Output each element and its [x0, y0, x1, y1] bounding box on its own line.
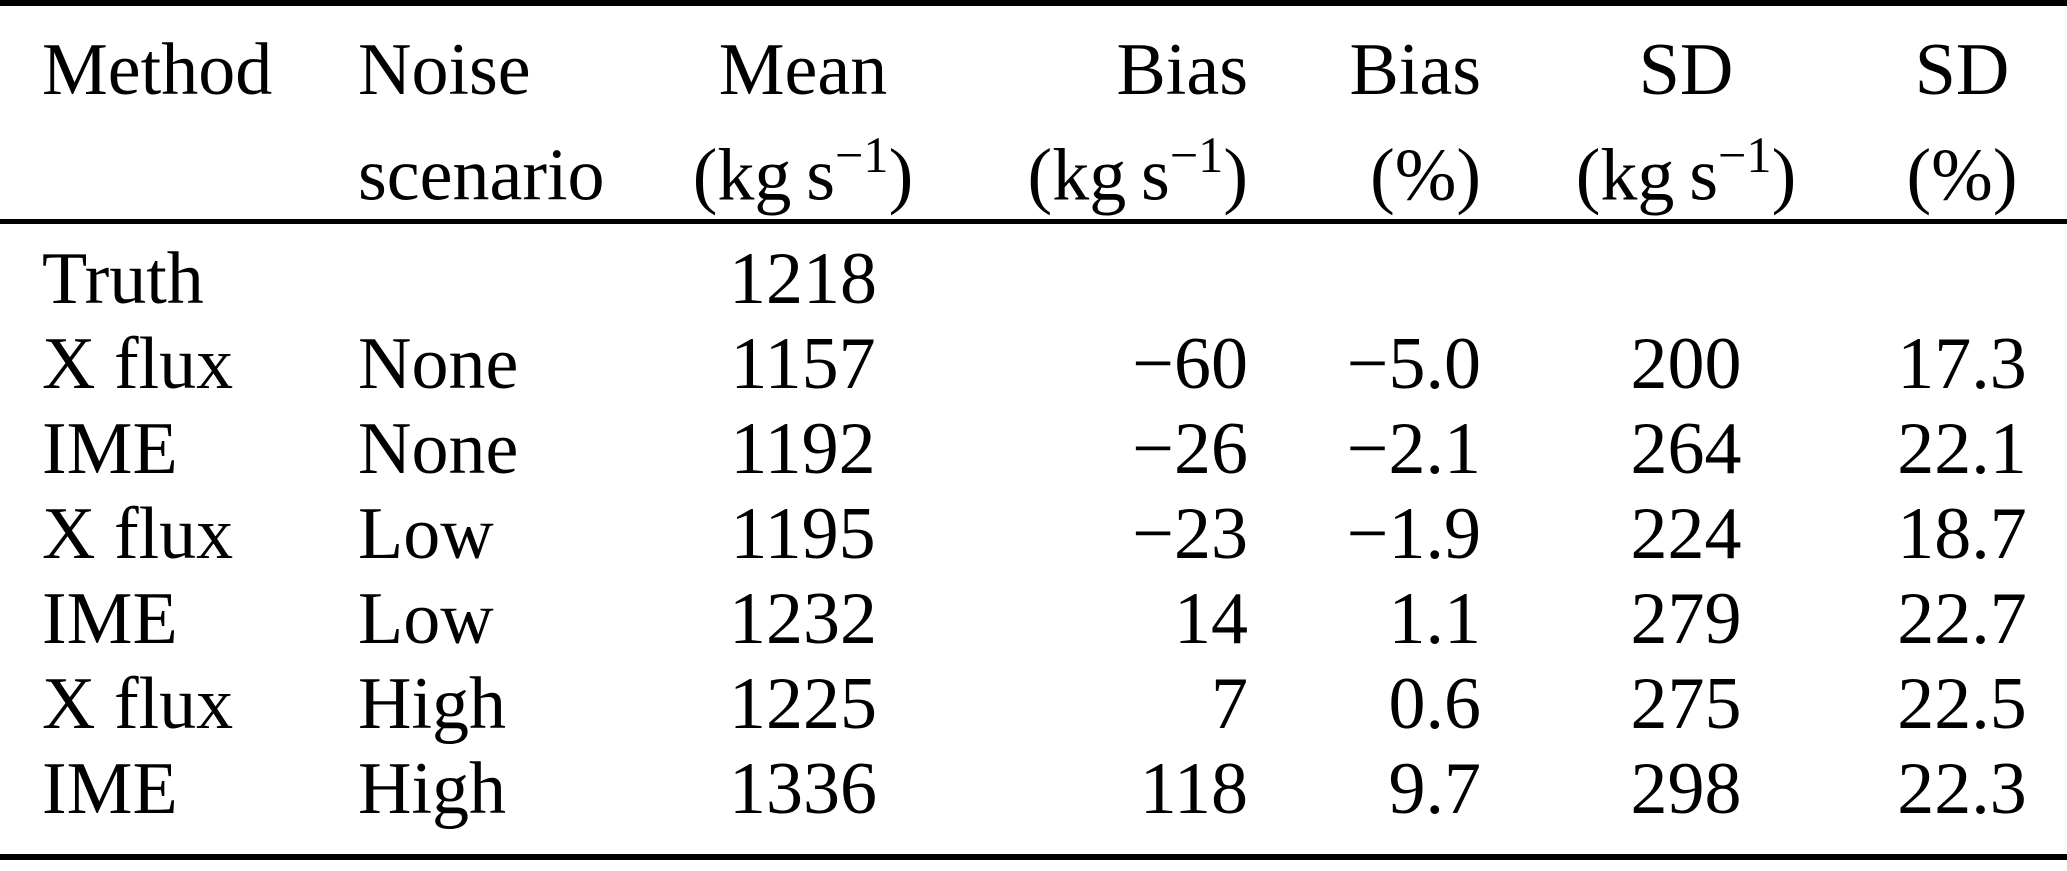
cell-bias-abs: 7 [1211, 662, 1248, 745]
unit-text: (kg s [1027, 134, 1170, 217]
column-header-bias-abs: Bias (kg s−1) [916, 3, 1248, 221]
cell-mean: 1225 [729, 662, 877, 745]
cell-method: X flux [42, 492, 234, 575]
unit-text: ) [888, 134, 914, 217]
unit-superscript: −1 [1718, 127, 1772, 183]
cell-sd-pct: 22.1 [1897, 407, 2027, 490]
header-unit: (kg s−1) [690, 113, 916, 219]
table-row-ime-none: IME None 1192 −26 −2.1 264 22.1 [0, 407, 2067, 492]
table-row-ime-low: IME Low 1232 14 1.1 279 22.7 [0, 577, 2067, 662]
cell-bias-abs: 14 [1174, 577, 1248, 660]
table-row-xflux-low: X flux Low 1195 −23 −1.9 224 18.7 [0, 492, 2067, 577]
cell-noise: None [358, 407, 519, 490]
unit-text: (%) [1370, 134, 1481, 217]
unit-superscript: −1 [835, 127, 889, 183]
table-row-xflux-none: X flux None 1157 −60 −5.0 200 17.3 [0, 322, 2067, 407]
table-body: Truth 1218 X flux None 1157 −60 −5.0 200… [0, 221, 2067, 857]
header-label: Noise [358, 29, 531, 111]
cell-sd-abs: 264 [1630, 407, 1742, 490]
cell-bias-pct: 9.7 [1388, 747, 1482, 830]
column-header-sd-pct: SD (%) [1891, 3, 2067, 221]
header-unit: scenario [358, 113, 690, 219]
cell-bias-abs: −60 [1132, 322, 1248, 405]
cell-bias-pct: 1.1 [1388, 577, 1482, 660]
cell-sd-pct: 22.7 [1897, 577, 2027, 660]
cell-bias-abs [916, 221, 1248, 322]
column-header-noise-scenario: Noise scenario [330, 3, 690, 221]
cell-mean: 1336 [729, 747, 877, 830]
table-row-truth: Truth 1218 [0, 221, 2067, 322]
header-label: SD [1914, 29, 2010, 111]
unit-text: (%) [1906, 134, 2018, 217]
cell-method: IME [42, 747, 178, 830]
table-header: Method Noise scenario Mean (kg s−1) Bias… [0, 3, 2067, 222]
column-header-sd-abs: SD (kg s−1) [1481, 3, 1891, 221]
table-row-ime-high: IME High 1336 118 9.7 298 22.3 [0, 747, 2067, 857]
cell-method: IME [42, 407, 178, 490]
cell-method: X flux [42, 322, 234, 405]
cell-sd-pct: 17.3 [1897, 322, 2027, 405]
header-label: Mean [718, 29, 888, 111]
unit-superscript: −1 [1169, 127, 1224, 183]
header-label: Bias [1116, 29, 1248, 111]
cell-noise: None [358, 322, 519, 405]
column-header-bias-pct: Bias (%) [1248, 3, 1481, 221]
header-row: Method Noise scenario Mean (kg s−1) Bias… [0, 3, 2067, 221]
cell-sd-pct [1891, 221, 2067, 322]
column-header-mean: Mean (kg s−1) [690, 3, 916, 221]
cell-mean: 1192 [730, 407, 876, 490]
header-unit: (%) [1248, 113, 1481, 219]
cell-mean: 1157 [730, 322, 876, 405]
header-unit: (kg s−1) [1481, 113, 1891, 219]
cell-method: X flux [42, 662, 234, 745]
unit-text: ) [1223, 134, 1248, 217]
cell-bias-abs: −26 [1132, 407, 1248, 490]
cell-noise [330, 221, 690, 322]
header-unit: (kg s−1) [916, 113, 1248, 219]
header-label: Method [42, 29, 273, 111]
cell-noise: Low [358, 577, 494, 660]
unit-text: (kg s [692, 134, 836, 217]
cell-method: Truth [42, 237, 204, 320]
cell-sd-pct: 22.3 [1897, 747, 2027, 830]
cell-bias-pct [1248, 221, 1481, 322]
unit-text: ) [1771, 134, 1797, 217]
unit-text: (kg s [1575, 134, 1719, 217]
cell-noise: High [358, 747, 506, 830]
cell-mean: 1232 [729, 577, 877, 660]
header-label: Bias [1349, 29, 1481, 111]
column-header-method: Method [0, 3, 330, 221]
cell-sd-abs: 279 [1630, 577, 1742, 660]
cell-sd-pct: 18.7 [1897, 492, 2027, 575]
cell-mean: 1218 [729, 237, 877, 320]
cell-sd-pct: 22.5 [1897, 662, 2027, 745]
cell-bias-pct: −5.0 [1346, 322, 1481, 405]
cell-bias-abs: 118 [1139, 747, 1248, 830]
header-label: SD [1638, 29, 1734, 111]
cell-noise: Low [358, 492, 494, 575]
cell-mean: 1195 [730, 492, 876, 575]
cell-bias-abs: −23 [1132, 492, 1248, 575]
cell-bias-pct: −2.1 [1346, 407, 1481, 490]
unit-text: scenario [358, 134, 605, 217]
table-row-xflux-high: X flux High 1225 7 0.6 275 22.5 [0, 662, 2067, 747]
header-unit: (%) [1891, 113, 2033, 219]
cell-method: IME [42, 577, 178, 660]
cell-sd-abs [1481, 221, 1891, 322]
cell-sd-abs: 275 [1630, 662, 1742, 745]
cell-bias-pct: 0.6 [1388, 662, 1482, 745]
cell-sd-abs: 224 [1630, 492, 1742, 575]
cell-sd-abs: 298 [1630, 747, 1742, 830]
cell-sd-abs: 200 [1630, 322, 1742, 405]
cell-bias-pct: −1.9 [1346, 492, 1481, 575]
cell-noise: High [358, 662, 506, 745]
